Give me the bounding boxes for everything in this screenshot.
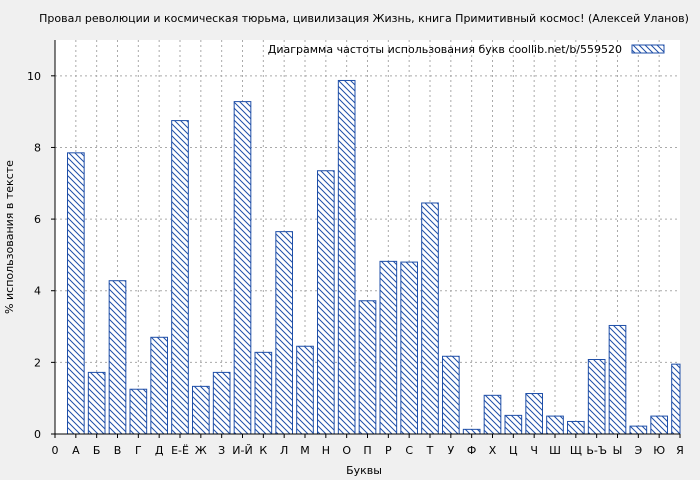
bar-Щ [567, 420, 585, 435]
bar-Ф [462, 428, 481, 435]
bar-Е-Ё [171, 120, 189, 435]
bar-С [400, 261, 419, 435]
bar-З [212, 371, 231, 435]
y-tick-label: 2 [34, 356, 41, 369]
x-tick-label: О [342, 444, 351, 457]
x-tick-label: Б [93, 444, 101, 457]
x-tick-label: Э [634, 444, 642, 457]
x-tick-label: П [363, 444, 371, 457]
x-tick-label: Ы [613, 444, 623, 457]
bar-И-Й [233, 101, 252, 435]
bar-В [108, 280, 127, 435]
x-tick-label: Е-Ё [171, 444, 189, 457]
bar-Х [483, 394, 502, 435]
x-tick-label: Ж [195, 444, 207, 457]
bar-Б [87, 371, 106, 435]
bar-Ы [608, 324, 627, 435]
bar-Ж [192, 385, 210, 435]
x-tick-label: Л [280, 444, 288, 457]
bar-Я [671, 363, 681, 435]
bar-Ц [504, 414, 523, 435]
x-tick-label: К [259, 444, 267, 457]
bar-К [254, 351, 273, 435]
bar-Р [379, 260, 398, 435]
x-tick-label: Г [135, 444, 142, 457]
x-tick-label: Я [676, 444, 684, 457]
legend: Диаграмма частоты использования букв coo… [268, 43, 665, 56]
x-tick-label: А [72, 444, 80, 457]
x-tick-label: И-Й [232, 444, 252, 457]
x-tick-label: Ф [467, 444, 476, 457]
y-tick-label: 4 [34, 285, 41, 298]
x-tick-label: С [405, 444, 413, 457]
legend-swatch [631, 44, 665, 54]
x-axis-label: Буквы [346, 464, 382, 477]
bars [67, 79, 681, 435]
x-tick-label: У [447, 444, 454, 457]
y-tick-label: 8 [34, 141, 41, 154]
bar-Ь-Ъ [587, 358, 606, 435]
bar-Н [317, 170, 335, 435]
x-tick-label: Ш [549, 444, 561, 457]
y-tick-label: 6 [34, 213, 41, 226]
bar-Л [275, 231, 294, 435]
x-tick-label: 0 [52, 444, 59, 457]
x-tick-label: Д [155, 444, 164, 457]
bar-Ш [546, 415, 564, 435]
x-tick-label: З [218, 444, 225, 457]
x-tick-label: Р [385, 444, 392, 457]
y-tick-label: 10 [27, 70, 41, 83]
y-axis-label: % использования в тексте [3, 160, 16, 314]
bar-П [358, 300, 377, 435]
x-ticks: 0 А Б В Г Д Е-Ё Ж З И-Й К Л М Н О П Р С Т У Ф Х Ц Ч Ш Щ Ь-Ъ Ы Э Ю Я [52, 434, 684, 457]
x-tick-label: В [114, 444, 122, 457]
bar-Э [629, 425, 648, 435]
bar-М [296, 345, 314, 435]
y-ticks: 0 2 4 6 8 10 [27, 70, 55, 441]
bar-Ч [525, 393, 543, 435]
bar-Д [150, 336, 168, 435]
x-tick-label: Ч [530, 444, 538, 457]
x-tick-label: Щ [570, 444, 582, 457]
chart-title: Провал революции и космическая тюрьма, ц… [39, 12, 689, 25]
x-tick-label: М [300, 444, 310, 457]
bar-Г [129, 388, 148, 435]
y-tick-label: 0 [34, 428, 41, 441]
bar-А [67, 152, 85, 435]
x-tick-label: Ь-Ъ [586, 444, 607, 457]
legend-text: Диаграмма частоты использования букв coo… [268, 43, 622, 56]
bar-Т [421, 202, 439, 435]
x-tick-label: Т [426, 444, 434, 457]
x-tick-label: Ю [653, 444, 665, 457]
bar-Ю [650, 415, 668, 435]
bar-У [442, 355, 460, 435]
x-tick-label: Н [322, 444, 330, 457]
bar-О [337, 79, 356, 435]
x-tick-label: Х [489, 444, 497, 457]
x-tick-label: Ц [509, 444, 518, 457]
